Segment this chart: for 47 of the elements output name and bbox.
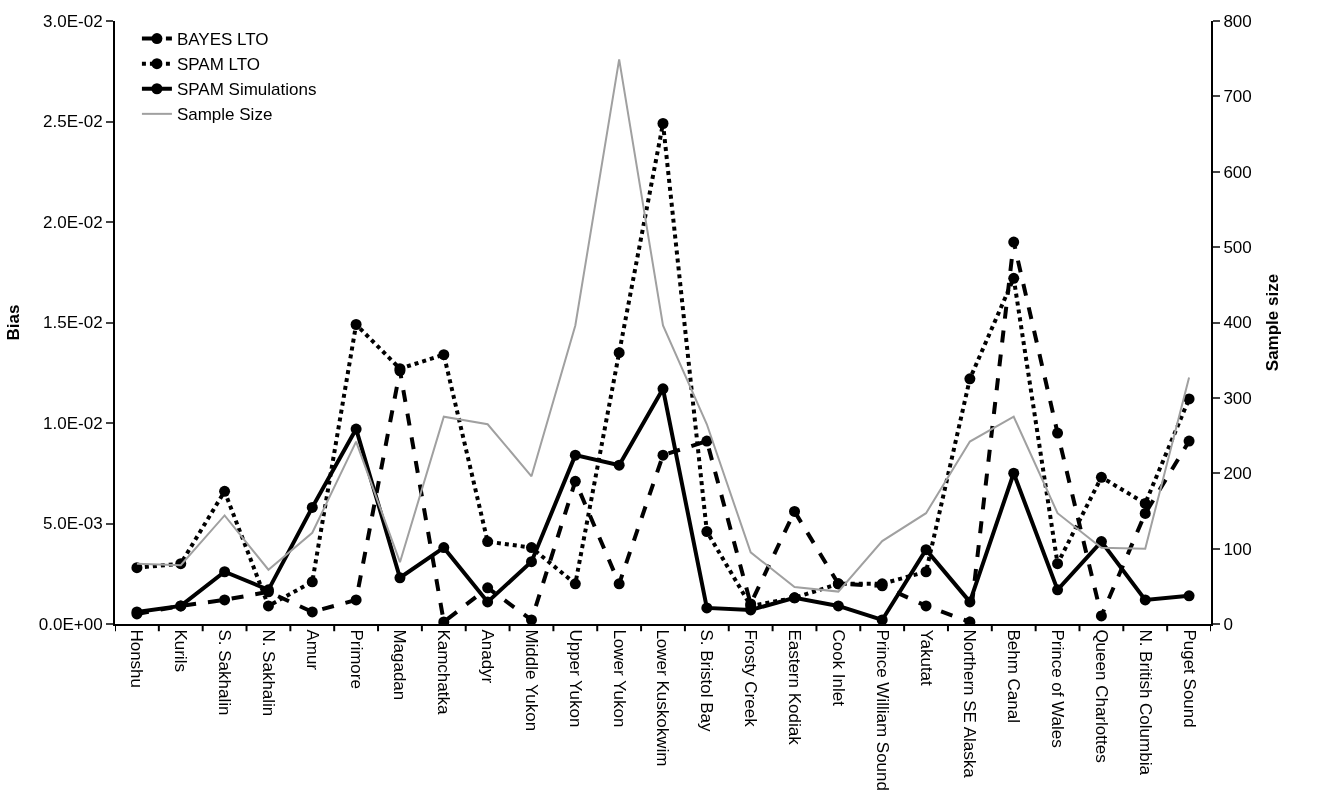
x-tick-label: Amur (302, 629, 322, 671)
y-tick-label: 2.5E-02 (43, 112, 103, 132)
y-tick-label: 1.5E-02 (43, 313, 103, 333)
x-tick-label: Yakutat (916, 629, 936, 687)
y2-tick-label: 600 (1223, 162, 1252, 182)
y-tick-label: 3.0E-02 (43, 11, 103, 31)
y-tick-label: 0.0E+00 (38, 614, 103, 634)
x-tick-label: S. Bristol Bay (697, 629, 717, 732)
x-tick-label: Behm Canal (1004, 629, 1024, 723)
legend-label: Sample Size (176, 105, 273, 125)
y2-tick-label: 800 (1223, 11, 1252, 31)
x-tick-label: N. British Columbia (1135, 629, 1155, 776)
legend-label: SPAM LTO (176, 55, 261, 75)
y-axis-title: Bias (3, 304, 23, 341)
x-tick-label: Kurils (171, 629, 191, 672)
x-tick-label: N. Sakhalin (258, 629, 278, 717)
x-tick-label: Primore (346, 629, 366, 689)
x-tick-label: Lower Yukon (609, 629, 629, 728)
y-tick-label: 1.0E-02 (43, 413, 103, 433)
x-tick-label: Frosty Creek (741, 629, 761, 728)
y2-tick-label: 100 (1223, 539, 1252, 559)
x-tick-label: Cook Inlet (828, 629, 848, 707)
x-tick-label: Eastern Kodiak (784, 629, 804, 746)
x-tick-label: Prince of Wales (1048, 629, 1068, 748)
x-tick-label: Anadyr (478, 629, 498, 684)
x-tick-label: Queen Charlottes (1091, 629, 1111, 763)
y-tick-label: 2.0E-02 (43, 212, 103, 232)
y2-tick-label: 0 (1223, 614, 1233, 634)
y2-tick-label: 200 (1223, 464, 1252, 484)
x-tick-label: Puget Sound (1179, 629, 1199, 728)
x-tick-label: Lower Kuskokwim (653, 629, 673, 767)
y2-axis-title: Sample size (1262, 273, 1282, 372)
x-tick-label: Upper Yukon (565, 629, 585, 728)
x-tick-label: Kamchatka (434, 629, 454, 715)
x-tick-label: Magadan (390, 629, 410, 701)
y2-tick-label: 700 (1223, 87, 1252, 107)
x-tick-label: Northern SE Alaska (960, 629, 980, 779)
legend-label: SPAM Simulations (176, 80, 317, 100)
x-tick-label: S. Sakhalin (215, 629, 235, 716)
x-tick-label: Prince William Sound (872, 629, 892, 791)
x-tick-label: Middle Yukon (521, 629, 541, 732)
x-tick-label: Honshu (127, 629, 147, 689)
y2-tick-label: 300 (1223, 388, 1252, 408)
y2-tick-label: 400 (1223, 313, 1252, 333)
y-tick-label: 5.0E-03 (43, 514, 103, 534)
legend-label: BAYES LTO (176, 30, 269, 50)
y2-tick-label: 500 (1223, 238, 1252, 258)
